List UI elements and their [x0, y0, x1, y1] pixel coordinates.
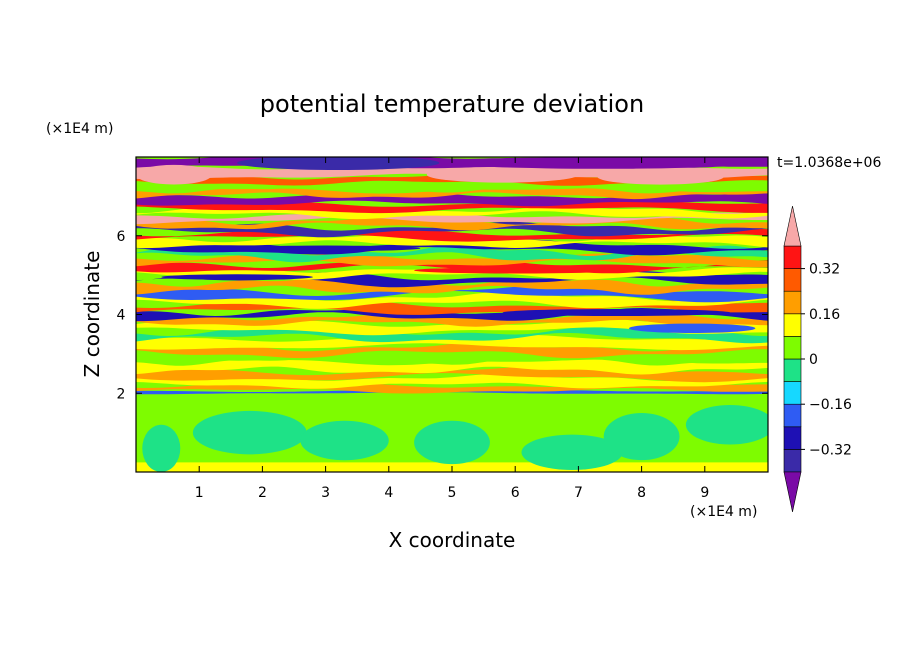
colorbar-label: −0.32 [809, 442, 852, 458]
contour-patch [521, 434, 623, 471]
contour-patch [414, 420, 490, 465]
colorbar-segment [783, 358, 802, 382]
x-tick-label: 8 [637, 485, 646, 501]
x-tick-label: 1 [195, 485, 204, 501]
y-tick-label: 6 [117, 229, 126, 245]
contour-patch [237, 157, 440, 171]
contour-band [136, 342, 768, 359]
x-tick-label: 4 [384, 485, 393, 501]
colorbar-segment [783, 313, 802, 337]
colorbar: 0.32 0.16 0 −0.16 −0.32 [783, 205, 852, 513]
contour-patch [502, 309, 731, 317]
contour-band [136, 313, 768, 327]
x-tick-label: 9 [700, 485, 709, 501]
contour-band [136, 187, 768, 200]
colorbar-segment [783, 426, 802, 450]
colorbar-label: −0.16 [809, 397, 852, 413]
colorbar-segment [783, 268, 802, 292]
contour-patch [230, 245, 421, 252]
x-tick-label: 5 [448, 485, 457, 501]
contour-patch [451, 157, 756, 169]
contour-band [136, 192, 768, 207]
colorbar-segment [783, 381, 802, 405]
contour-band [136, 245, 768, 263]
contour-patch [414, 267, 617, 274]
contour-patch [161, 274, 313, 280]
contour-patch [685, 405, 768, 445]
y-axis-label: Z coordinate [80, 251, 104, 378]
contour-band [136, 374, 768, 389]
contour-patch [192, 410, 307, 455]
time-label: t=1.0368e+06 [777, 155, 881, 171]
colorbar-segment [783, 403, 802, 428]
y-axis: 2 4 6 [117, 229, 768, 402]
y-unit-label: (×1E4 m) [46, 121, 113, 137]
x-tick-label: 3 [321, 485, 330, 501]
x-unit-label: (×1E4 m) [690, 504, 757, 520]
colorbar-segment [783, 449, 802, 473]
contour-patch [628, 323, 756, 333]
colorbar-label: 0.32 [809, 262, 840, 278]
contour-patch [142, 424, 181, 472]
contour-band [136, 326, 768, 344]
contour-patch [300, 420, 389, 461]
contour-band [136, 239, 768, 256]
contour-band [136, 291, 768, 309]
y-tick-label: 4 [117, 308, 126, 324]
contour-patch [426, 166, 579, 183]
chart-title: potential temperature deviation [260, 90, 644, 118]
colorbar-segment [783, 290, 802, 315]
contour-patch [597, 168, 724, 185]
contour-band [136, 334, 768, 351]
colorbar-extend-min [783, 471, 802, 513]
colorbar-label: 0.16 [809, 307, 840, 323]
x-axis-label: X coordinate [389, 528, 516, 552]
x-tick-label: 7 [574, 485, 583, 501]
y-tick-label: 2 [117, 386, 126, 402]
colorbar-segment [783, 245, 802, 269]
colorbar-extend-max [783, 205, 802, 247]
contour-band [136, 319, 768, 336]
contour-band [136, 212, 768, 225]
contour-band [136, 358, 768, 375]
colorbar-segment [783, 336, 802, 360]
contour-field [136, 157, 768, 472]
contour-band [136, 278, 768, 295]
colorbar-label: 0 [809, 352, 818, 368]
x-tick-label: 6 [511, 485, 520, 501]
contour-patch [603, 412, 680, 461]
x-axis: 1 2 3 4 5 6 7 8 9 [195, 157, 709, 501]
x-tick-label: 2 [258, 485, 267, 501]
contour-patch [136, 164, 212, 185]
